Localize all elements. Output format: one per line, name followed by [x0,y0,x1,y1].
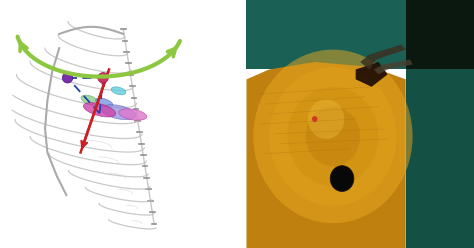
Circle shape [308,99,344,139]
Circle shape [269,67,397,206]
Ellipse shape [111,87,126,95]
Polygon shape [374,60,412,74]
Circle shape [253,50,412,223]
Circle shape [306,107,360,166]
Circle shape [62,73,73,83]
Ellipse shape [101,105,136,120]
Polygon shape [356,62,388,87]
Bar [406,0,474,69]
Ellipse shape [96,98,113,107]
Circle shape [312,116,318,122]
Polygon shape [246,62,406,248]
Bar [246,0,474,69]
Bar [406,0,474,248]
Polygon shape [360,45,406,69]
Circle shape [287,87,378,186]
Circle shape [330,166,354,191]
Ellipse shape [118,109,147,120]
Circle shape [98,73,108,83]
Ellipse shape [83,103,116,117]
Ellipse shape [81,95,99,105]
